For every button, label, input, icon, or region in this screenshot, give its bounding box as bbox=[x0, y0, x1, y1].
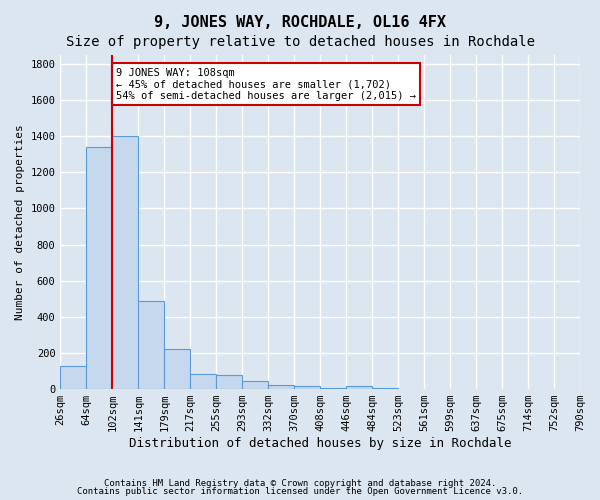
Text: 9, JONES WAY, ROCHDALE, OL16 4FX: 9, JONES WAY, ROCHDALE, OL16 4FX bbox=[154, 15, 446, 30]
Bar bbox=[320, 388, 346, 389]
Bar bbox=[268, 384, 294, 389]
Bar bbox=[346, 386, 372, 389]
X-axis label: Distribution of detached houses by size in Rochdale: Distribution of detached houses by size … bbox=[129, 437, 511, 450]
Text: Contains public sector information licensed under the Open Government Licence v3: Contains public sector information licen… bbox=[77, 487, 523, 496]
Bar bbox=[242, 381, 268, 389]
Bar bbox=[216, 374, 242, 389]
Text: Contains HM Land Registry data © Crown copyright and database right 2024.: Contains HM Land Registry data © Crown c… bbox=[104, 478, 496, 488]
Bar bbox=[139, 300, 164, 389]
Bar bbox=[112, 136, 139, 389]
Text: 9 JONES WAY: 108sqm
← 45% of detached houses are smaller (1,702)
54% of semi-det: 9 JONES WAY: 108sqm ← 45% of detached ho… bbox=[116, 68, 416, 101]
Bar bbox=[164, 350, 190, 389]
Text: Size of property relative to detached houses in Rochdale: Size of property relative to detached ho… bbox=[65, 35, 535, 49]
Bar bbox=[190, 374, 216, 389]
Y-axis label: Number of detached properties: Number of detached properties bbox=[15, 124, 25, 320]
Bar bbox=[86, 147, 112, 389]
Bar bbox=[294, 386, 320, 389]
Bar bbox=[61, 366, 86, 389]
Bar bbox=[372, 388, 398, 389]
